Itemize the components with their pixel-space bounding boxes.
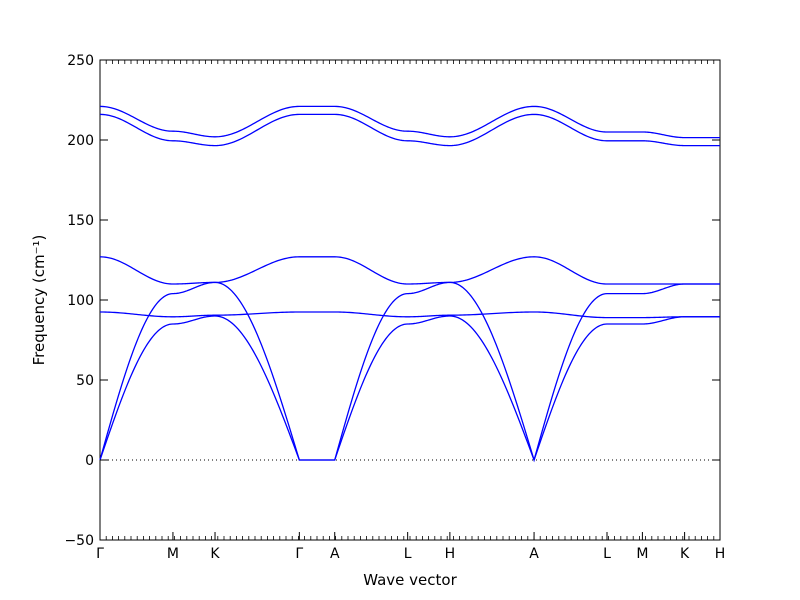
- y-axis-ticks: −50 0 50 100 150 200 250: [64, 53, 720, 549]
- band-lines: [99, 105, 720, 463]
- x-tick-label: M: [167, 546, 179, 562]
- band-acoustic-upper: [99, 281, 720, 463]
- x-tick-label: H: [445, 546, 456, 562]
- y-axis-label: Frequency (cm⁻¹): [30, 235, 48, 366]
- y-tick-label: −50: [64, 533, 94, 549]
- x-tick-label: M: [636, 546, 648, 562]
- band-mid-lower: [99, 311, 720, 319]
- x-tick-label: L: [404, 546, 412, 562]
- band-acoustic-lower: [99, 315, 720, 462]
- y-tick-label: 150: [67, 213, 94, 229]
- x-tick-label: K: [210, 546, 220, 562]
- band-optic-high-upper: [99, 105, 720, 139]
- y-tick-label: 200: [67, 133, 94, 149]
- band-mid-upper: [99, 256, 720, 285]
- y-tick-label: 250: [67, 53, 94, 69]
- y-tick-label: 0: [85, 453, 94, 469]
- x-axis-label: Wave vector: [363, 571, 457, 589]
- x-tick-label: Γ: [96, 546, 104, 562]
- y-tick-label: 50: [76, 373, 94, 389]
- y-tick-label: 100: [67, 293, 94, 309]
- band-optic-high-lower: [99, 113, 720, 147]
- x-tick-label: A: [330, 546, 340, 562]
- x-tick-label: H: [715, 546, 726, 562]
- x-tick-label: Γ: [295, 546, 303, 562]
- x-tick-label: A: [529, 546, 539, 562]
- x-tick-label: L: [603, 546, 611, 562]
- x-tick-label: K: [680, 546, 690, 562]
